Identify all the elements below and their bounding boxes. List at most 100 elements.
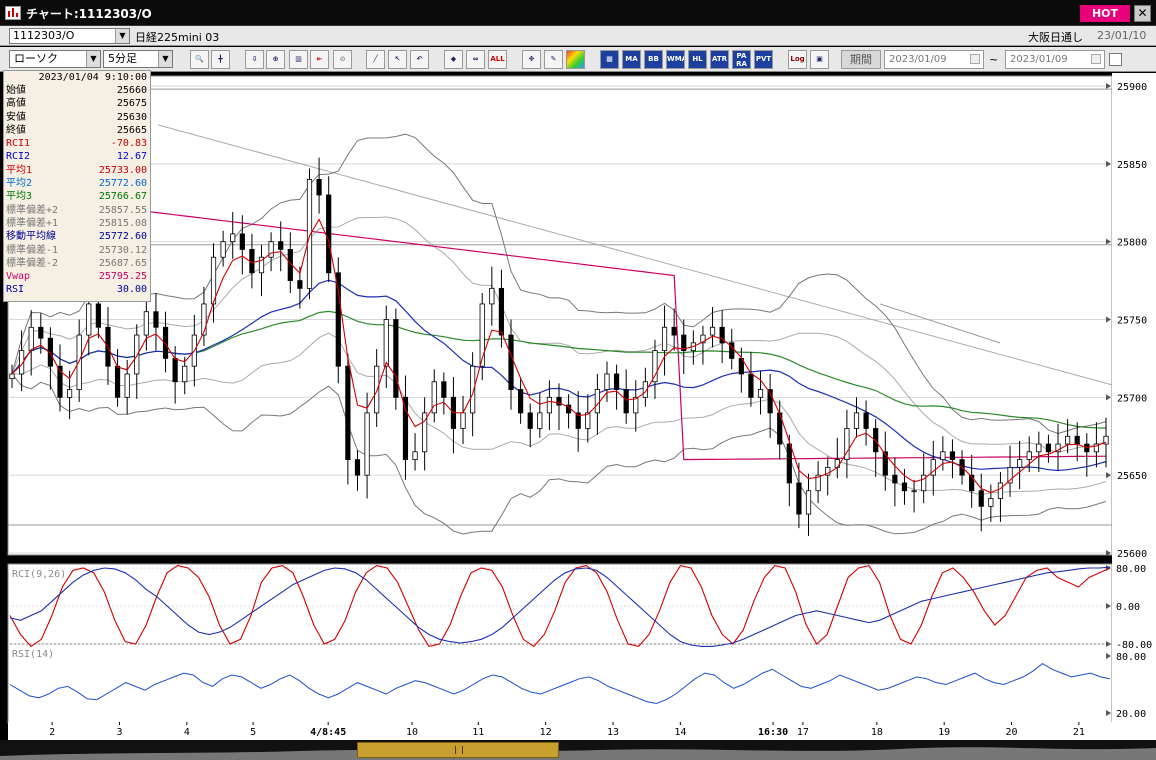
range-separator: ~ bbox=[989, 53, 999, 66]
candle-body bbox=[863, 412, 869, 429]
zoom-step-icon[interactable]: ⊕ bbox=[266, 50, 285, 69]
rci-tick-label: -80.00 bbox=[1116, 640, 1152, 651]
candle-body bbox=[172, 358, 178, 383]
period-button[interactable]: 期間 bbox=[841, 50, 881, 69]
candle-body bbox=[661, 326, 668, 352]
candle-body bbox=[28, 326, 34, 352]
info-label: RCI2 bbox=[6, 151, 31, 163]
candle-body bbox=[969, 474, 975, 492]
chart-toolbar: ローソク ▼ 5分足 ▼ 🔍 ╋ ⇩ ⊕ ▥ ⇤ ⊘ ╱ ↖ ↶ ◆ ⇔ ALL ✥… bbox=[0, 47, 1156, 72]
chevron-down-icon[interactable]: ▼ bbox=[158, 51, 172, 67]
scroll-navigator[interactable] bbox=[0, 740, 1156, 760]
tick-arrow-icon bbox=[1106, 603, 1111, 609]
move-left-icon[interactable]: ⇤ bbox=[310, 50, 329, 69]
pa-ra-button[interactable]: PA RA bbox=[732, 50, 751, 69]
info-value: -70.83 bbox=[110, 138, 147, 150]
mark-icon[interactable]: ◆ bbox=[444, 50, 463, 69]
atr-button[interactable]: ATR bbox=[710, 50, 729, 69]
info-label: 高値 bbox=[6, 98, 26, 110]
calendar-icon[interactable] bbox=[1091, 54, 1101, 64]
info-value: 25665 bbox=[116, 124, 147, 136]
info-label: 標準偏差+2 bbox=[6, 204, 59, 216]
rci-pane-label: RCI(9,26) bbox=[12, 569, 66, 580]
price-pane bbox=[7, 75, 1113, 556]
candle-body bbox=[978, 490, 984, 507]
ma5-line bbox=[11, 218, 1107, 494]
candle-body bbox=[815, 474, 821, 492]
info-value: 25730.12 bbox=[98, 244, 147, 256]
date-tick-label: 21 bbox=[1073, 727, 1085, 738]
all-button[interactable]: ALL bbox=[488, 50, 507, 69]
multi-chart-icon[interactable]: ▦ bbox=[600, 50, 619, 69]
draw-line-icon[interactable]: ╱ bbox=[366, 50, 385, 69]
period-checkbox[interactable] bbox=[1109, 53, 1122, 66]
step-back-icon[interactable]: ⇩ bbox=[245, 50, 264, 69]
date-tick-label: 20 bbox=[1006, 727, 1018, 738]
chart-type-select[interactable]: ローソク ▼ bbox=[9, 50, 101, 68]
zoom-icon[interactable]: 🔍 bbox=[190, 50, 209, 69]
candle-body bbox=[700, 334, 706, 344]
info-label: 安値 bbox=[6, 111, 26, 123]
candle-body bbox=[210, 256, 217, 305]
navigator-sparkline bbox=[0, 747, 1156, 760]
split-icon[interactable]: ⇔ bbox=[466, 50, 485, 69]
date-tick-label: 12 bbox=[540, 727, 552, 738]
info-value: 25795.25 bbox=[98, 271, 147, 283]
undo-arrow-icon[interactable]: ↶ bbox=[410, 50, 429, 69]
navigator-thumb[interactable] bbox=[357, 742, 559, 758]
candle-scroll-icon[interactable]: ▥ bbox=[289, 50, 308, 69]
cursor-icon[interactable]: ↖ bbox=[388, 50, 407, 69]
date-tick-label: 19 bbox=[938, 727, 950, 738]
wma-button[interactable]: WMA bbox=[666, 50, 685, 69]
chart-canvas[interactable]: 25900 25850 25800 25750 25700 25650 25600 80.00… bbox=[0, 73, 1156, 740]
info-row: 標準偏差-2 25687.65 bbox=[4, 257, 150, 270]
candle-body bbox=[585, 412, 591, 429]
rci-long-line bbox=[9, 566, 1111, 647]
price-tick-label: 25800 bbox=[1117, 238, 1147, 249]
candle-body bbox=[997, 482, 1004, 499]
ma-button[interactable]: MA bbox=[622, 50, 641, 69]
crosshair-icon[interactable]: ╋ bbox=[211, 50, 230, 69]
date-from-field[interactable]: 2023/01/09 bbox=[884, 50, 984, 69]
export-icon[interactable]: ▣ bbox=[810, 50, 829, 69]
date-tick-label: 4 bbox=[184, 727, 190, 738]
candle-body bbox=[757, 389, 764, 398]
eraser-icon[interactable]: ✥ bbox=[522, 50, 541, 69]
candle-body bbox=[489, 287, 495, 305]
symbol-code-select[interactable]: 1112303/O ▼ bbox=[9, 28, 130, 44]
candle-body bbox=[134, 334, 140, 375]
date-tick-label: 2 bbox=[49, 727, 55, 738]
date-tick-label: 14 bbox=[674, 727, 686, 738]
info-row: 平均3 25766.67 bbox=[4, 190, 150, 203]
tick-arrow-icon bbox=[1106, 160, 1111, 167]
log-button[interactable]: Log bbox=[788, 50, 807, 69]
candle-body bbox=[604, 373, 610, 390]
candle-body bbox=[642, 381, 648, 398]
bb-upper2-line bbox=[11, 133, 1107, 435]
info-row: 平均1 25733.00 bbox=[4, 164, 150, 177]
grip-icon[interactable] bbox=[455, 746, 463, 754]
date-tick-label: 5 bbox=[250, 727, 256, 738]
info-value: 25772.60 bbox=[98, 178, 147, 190]
palette-icon[interactable] bbox=[566, 50, 585, 69]
close-button[interactable]: ✕ bbox=[1134, 5, 1151, 22]
candle-body bbox=[278, 241, 284, 250]
interval-select[interactable]: 5分足 ▼ bbox=[103, 50, 173, 68]
date-tick-label: 18 bbox=[871, 727, 883, 738]
candle-body bbox=[518, 389, 524, 414]
date-tick-label: 4/8:45 bbox=[310, 727, 346, 738]
bb-button[interactable]: BB bbox=[644, 50, 663, 69]
color-brush-icon[interactable]: ✎ bbox=[544, 50, 563, 69]
hot-button[interactable]: HOT bbox=[1080, 5, 1130, 22]
info-row: 始値 25660 bbox=[4, 84, 150, 97]
calendar-icon[interactable] bbox=[970, 54, 980, 64]
chevron-down-icon[interactable]: ▼ bbox=[86, 51, 100, 67]
chevron-down-icon[interactable]: ▼ bbox=[115, 29, 129, 43]
date-to-field[interactable]: 2023/01/09 bbox=[1005, 50, 1105, 69]
candle-body bbox=[326, 194, 332, 274]
pvt-button[interactable]: PVT bbox=[754, 50, 773, 69]
hl-button[interactable]: HL bbox=[688, 50, 707, 69]
tick-arrow-icon bbox=[1106, 83, 1111, 89]
rsi-pane-label: RSI(14) bbox=[12, 649, 54, 660]
info-panel: 2023/01/04 9:10:00 始値 25660 高値 25675 安値 25630… bbox=[3, 70, 151, 302]
